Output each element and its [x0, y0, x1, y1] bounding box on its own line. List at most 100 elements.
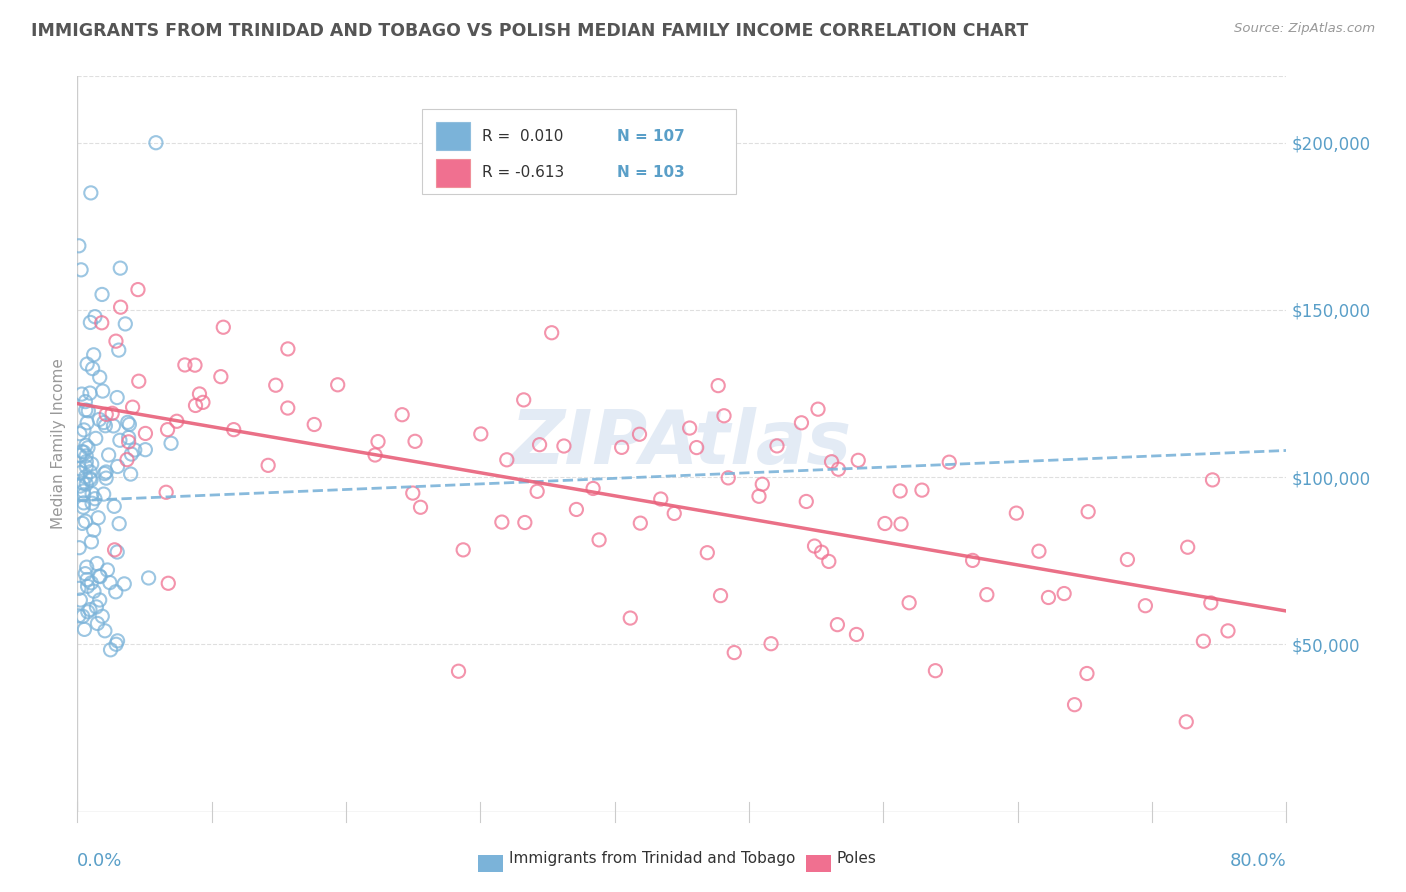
Point [156, 423, 179, 437]
Point [97, 448, 120, 462]
Point [160, 436, 183, 450]
Point [89, 569, 111, 583]
Text: 80.0%: 80.0% [1230, 852, 1286, 871]
Text: Immigrants from Trinidad and Tobago: Immigrants from Trinidad and Tobago [509, 851, 796, 865]
Point [69, 479, 91, 493]
Point [108, 516, 131, 531]
Point [117, 430, 139, 444]
Point [69, 448, 91, 462]
Point [69, 593, 91, 607]
Point [76, 573, 98, 587]
Point [105, 391, 128, 405]
Text: Poles: Poles [837, 851, 876, 865]
Point [277, 401, 299, 415]
Point [96, 563, 118, 577]
Text: ZIPAtlas: ZIPAtlas [512, 408, 852, 480]
Point [766, 439, 789, 453]
Point [69, 466, 91, 480]
Point [89, 370, 111, 384]
Point [75, 403, 97, 417]
Point [302, 417, 325, 432]
Point [94, 624, 117, 638]
Point [75, 477, 97, 491]
Point [112, 577, 135, 591]
Point [75, 438, 97, 452]
Point [679, 421, 702, 435]
Point [73, 445, 96, 459]
Point [707, 378, 730, 392]
Point [495, 452, 517, 467]
Point [512, 392, 534, 407]
Point [67, 541, 90, 555]
FancyBboxPatch shape [436, 159, 470, 187]
Point [364, 448, 387, 462]
Point [94, 471, 117, 485]
Point [367, 434, 389, 449]
Point [807, 402, 830, 417]
Point [685, 441, 707, 455]
Point [75, 470, 97, 484]
Text: N = 107: N = 107 [617, 128, 685, 144]
Point [1201, 473, 1223, 487]
Point [1028, 544, 1050, 558]
Point [79, 471, 101, 485]
Point [1005, 506, 1028, 520]
Point [526, 484, 548, 499]
Point [582, 482, 605, 496]
Point [76, 560, 98, 574]
Point [650, 491, 672, 506]
Point [588, 533, 610, 547]
Point [1192, 634, 1215, 648]
Point [873, 516, 896, 531]
Point [817, 554, 839, 568]
Point [108, 434, 131, 448]
Point [1053, 586, 1076, 600]
Point [529, 438, 551, 452]
Text: R = -0.613: R = -0.613 [482, 165, 565, 180]
Point [810, 545, 832, 559]
Point [664, 507, 686, 521]
Point [72, 500, 94, 515]
Point [79, 315, 101, 329]
Point [105, 545, 128, 559]
Point [128, 374, 150, 388]
Point [1076, 666, 1098, 681]
Text: IMMIGRANTS FROM TRINIDAD AND TOBAGO VS POLISH MEDIAN FAMILY INCOME CORRELATION C: IMMIGRANTS FROM TRINIDAD AND TOBAGO VS P… [31, 22, 1028, 40]
Point [696, 546, 718, 560]
Point [820, 455, 842, 469]
Point [1038, 591, 1060, 605]
Point [540, 326, 562, 340]
Point [94, 465, 117, 479]
Point [86, 557, 108, 571]
Point [67, 608, 90, 623]
Point [257, 458, 280, 473]
Point [91, 287, 114, 301]
Point [86, 599, 108, 614]
Point [938, 455, 960, 469]
Point [72, 516, 94, 531]
Point [75, 514, 97, 528]
Point [723, 646, 745, 660]
Point [75, 394, 97, 409]
Point [98, 575, 121, 590]
Point [827, 617, 849, 632]
FancyBboxPatch shape [436, 122, 470, 150]
Point [166, 414, 188, 428]
Point [898, 596, 921, 610]
Point [83, 348, 105, 362]
Y-axis label: Median Family Income: Median Family Income [51, 359, 66, 529]
Point [118, 417, 141, 432]
Point [77, 404, 100, 418]
Point [89, 412, 111, 426]
Point [173, 358, 195, 372]
Point [72, 609, 94, 624]
Point [73, 623, 96, 637]
Point [184, 399, 207, 413]
Point [96, 408, 118, 422]
Point [794, 494, 817, 508]
Point [80, 473, 103, 487]
Point [513, 516, 536, 530]
Point [803, 539, 825, 553]
Point [889, 483, 911, 498]
Point [470, 426, 492, 441]
